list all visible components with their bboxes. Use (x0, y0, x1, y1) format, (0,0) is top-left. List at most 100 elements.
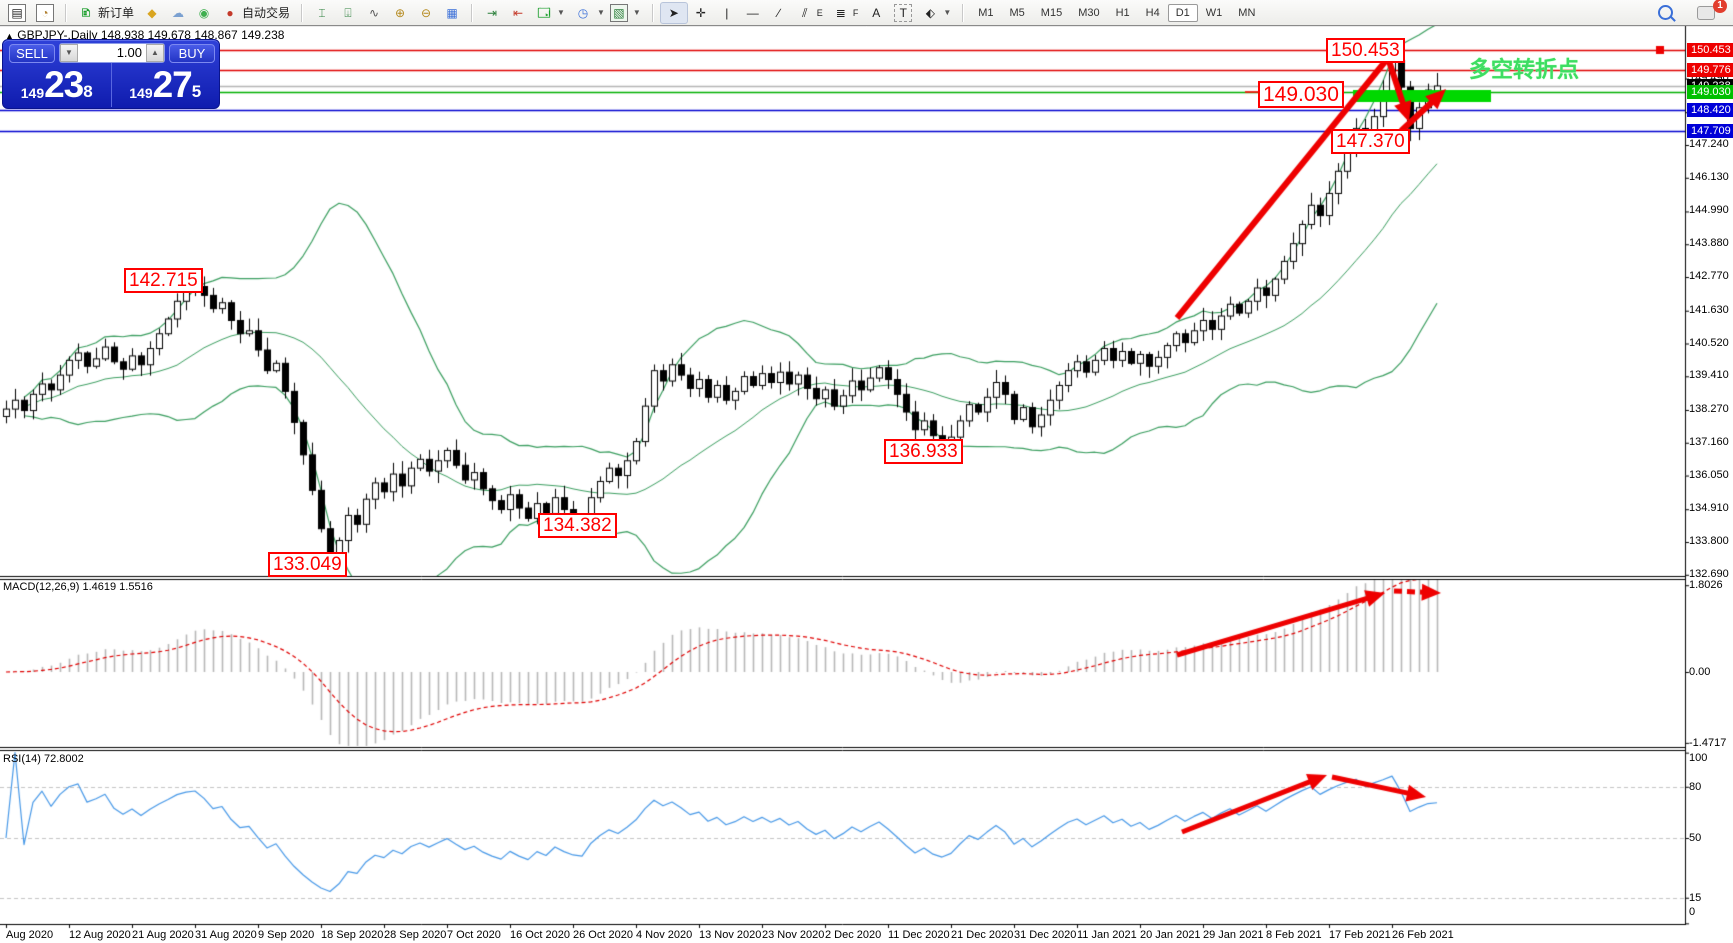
sell-price[interactable]: 149 23 8 (3, 63, 112, 107)
auto-trading-label: 自动交易 (242, 6, 291, 20)
tile-windows-button[interactable]: ▦ (439, 3, 465, 23)
timeframe-m15[interactable]: M15 (1040, 6, 1063, 19)
chart-window-button[interactable]: ▤ (3, 2, 31, 24)
zoom-in-icon: ⊕ (395, 5, 406, 20)
line-chart-icon: ∿ (369, 5, 380, 20)
text-tool-icon: A (872, 5, 881, 20)
shapes-tool-button[interactable]: ⬖ ▼ (917, 3, 956, 23)
auto-trading-button[interactable]: ● 自动交易 (217, 2, 295, 23)
indicators-button[interactable]: 🗔 ▼ (531, 3, 570, 23)
annotation-box-136933[interactable]: 136.933 (884, 439, 963, 464)
annotation-box-134382[interactable]: 134.382 (538, 513, 617, 538)
toolbar-separator (471, 3, 474, 22)
templates-icon: ▧ (609, 3, 628, 22)
indicators-icon: 🗔 (537, 5, 551, 20)
text-tool-button[interactable]: A (863, 3, 889, 23)
date-label: 9 Sep 2020 (258, 929, 315, 941)
buy-price-sup: 5 (191, 82, 202, 101)
timeframe-w1[interactable]: W1 (1205, 6, 1223, 19)
new-order-button[interactable]: 🗈 新订单 (73, 2, 139, 23)
date-label: 23 Nov 2020 (762, 929, 825, 941)
annotation-box-133049[interactable]: 133.049 (268, 552, 347, 577)
one-click-trade-panel: SELL ▼ 1.00 ▲ BUY 149 23 8 149 27 5 (2, 39, 220, 109)
profile-window-icon: ◔ (36, 3, 54, 22)
annotation-box-150453[interactable]: 150.453 (1326, 38, 1405, 63)
sell-button[interactable]: SELL (9, 43, 55, 63)
rsi-axis-label: 80 (1689, 780, 1702, 793)
date-label: 8 Feb 2021 (1266, 929, 1322, 941)
candlestick-chart-button[interactable]: ⍗ (335, 3, 361, 23)
date-label: 21 Aug 2020 (132, 929, 194, 941)
timeframe-mn[interactable]: MN (1238, 6, 1256, 19)
buy-price[interactable]: 149 27 5 (112, 63, 220, 107)
annotation-box-149030[interactable]: 149.030 (1258, 81, 1344, 108)
cursor-tool-button[interactable]: ➤ (659, 1, 688, 24)
channel-label: E (816, 7, 823, 18)
date-label: 2 Dec 2020 (825, 929, 882, 941)
axis-tick-label: 136.050 (1689, 468, 1729, 481)
timeframe-m30[interactable]: M30 (1078, 6, 1100, 19)
chart-shift-icon: ⇤ (513, 5, 524, 20)
fibonacci-tool-button[interactable]: ≣ F (828, 3, 864, 23)
zoom-out-button[interactable]: ⊖ (413, 3, 439, 23)
caret-down-icon: ▼ (632, 8, 641, 17)
timeframe-d1[interactable]: D1 (1167, 3, 1198, 22)
volume-decrease-button[interactable]: ▼ (60, 44, 78, 62)
channel-tool-button[interactable]: ⫽ E (792, 3, 828, 23)
symbol-name: GBPJPY-,Daily (17, 28, 98, 42)
timeframe-m5[interactable]: M5 (1009, 6, 1025, 19)
timeframe-m1[interactable]: M1 (978, 6, 994, 19)
search-button[interactable] (1653, 3, 1678, 22)
chart-window-icon: ▤ (8, 3, 26, 22)
candlestick-icon: ⍗ (344, 5, 352, 20)
vertical-line-tool-button[interactable]: | (714, 3, 740, 23)
macd-header: MACD(12,26,9) 1.4619 1.5516 (3, 581, 153, 593)
notifications-button[interactable]: 1 (1692, 0, 1727, 22)
clock-icon: ◷ (577, 5, 589, 20)
annotation-box-142715[interactable]: 142.715 (124, 268, 203, 293)
horizontal-line-tool-button[interactable]: — (740, 3, 766, 23)
timeframe-h4[interactable]: H4 (1145, 6, 1160, 19)
collapse-trade-panel-icon[interactable]: ▲ (5, 31, 14, 41)
trendline-tool-button[interactable]: ∕ (766, 3, 792, 23)
ohlc-high: 149.678 (147, 28, 191, 42)
date-label: 7 Oct 2020 (447, 929, 501, 941)
date-label: 11 Dec 2020 (888, 929, 950, 941)
line-chart-button[interactable]: ∿ (361, 3, 387, 23)
label-tool-button[interactable]: T (889, 2, 917, 24)
crosshair-tool-button[interactable]: ✛ (688, 3, 714, 23)
turning-point-note[interactable]: 多空转折点 (1469, 57, 1580, 82)
deposit-button[interactable]: ◆ (139, 3, 165, 23)
zoom-in-button[interactable]: ⊕ (387, 3, 413, 23)
volume-increase-button[interactable]: ▲ (146, 44, 164, 62)
caret-down-icon[interactable]: ▼ (596, 8, 605, 17)
signals-button[interactable]: ◉ (191, 3, 217, 23)
axis-tick-label: 146.130 (1689, 170, 1729, 183)
volume-value[interactable]: 1.00 (116, 45, 142, 60)
zoom-out-icon: ⊖ (421, 5, 432, 20)
axis-tick-label: 142.770 (1689, 270, 1729, 283)
axis-tick-label: 139.410 (1689, 369, 1729, 382)
rsi-header: RSI(14) 72.8002 (3, 753, 84, 765)
notification-badge: 1 (1713, 0, 1727, 13)
templates-button[interactable]: ▧ ▼ (605, 2, 646, 24)
period-clock-button[interactable]: ◷ (570, 3, 596, 23)
chart-shift-button[interactable]: ⇤ (505, 3, 531, 23)
macd-axis-label: -1.4717 (1689, 736, 1727, 749)
toolbar-separator (651, 3, 654, 22)
toolbar-separator (301, 3, 304, 22)
bar-chart-button[interactable]: ⌶ (309, 3, 335, 23)
auto-scroll-button[interactable]: ⇥ (479, 3, 505, 23)
level-price-label: 149.776 (1687, 63, 1733, 78)
buy-button[interactable]: BUY (169, 43, 215, 63)
volume-stepper: ▼ 1.00 ▲ (59, 43, 165, 63)
community-button[interactable]: ☁ (165, 3, 191, 23)
date-label: 26 Feb 2021 (1392, 929, 1454, 941)
gold-arrow-icon: ◆ (147, 5, 157, 20)
caret-down-icon: ▼ (557, 8, 565, 17)
buy-price-prefix: 149 (129, 85, 153, 101)
profile-window-button[interactable]: ◔ (31, 2, 59, 24)
annotation-box-147370[interactable]: 147.370 (1331, 129, 1410, 154)
timeframe-h1[interactable]: H1 (1115, 6, 1130, 19)
